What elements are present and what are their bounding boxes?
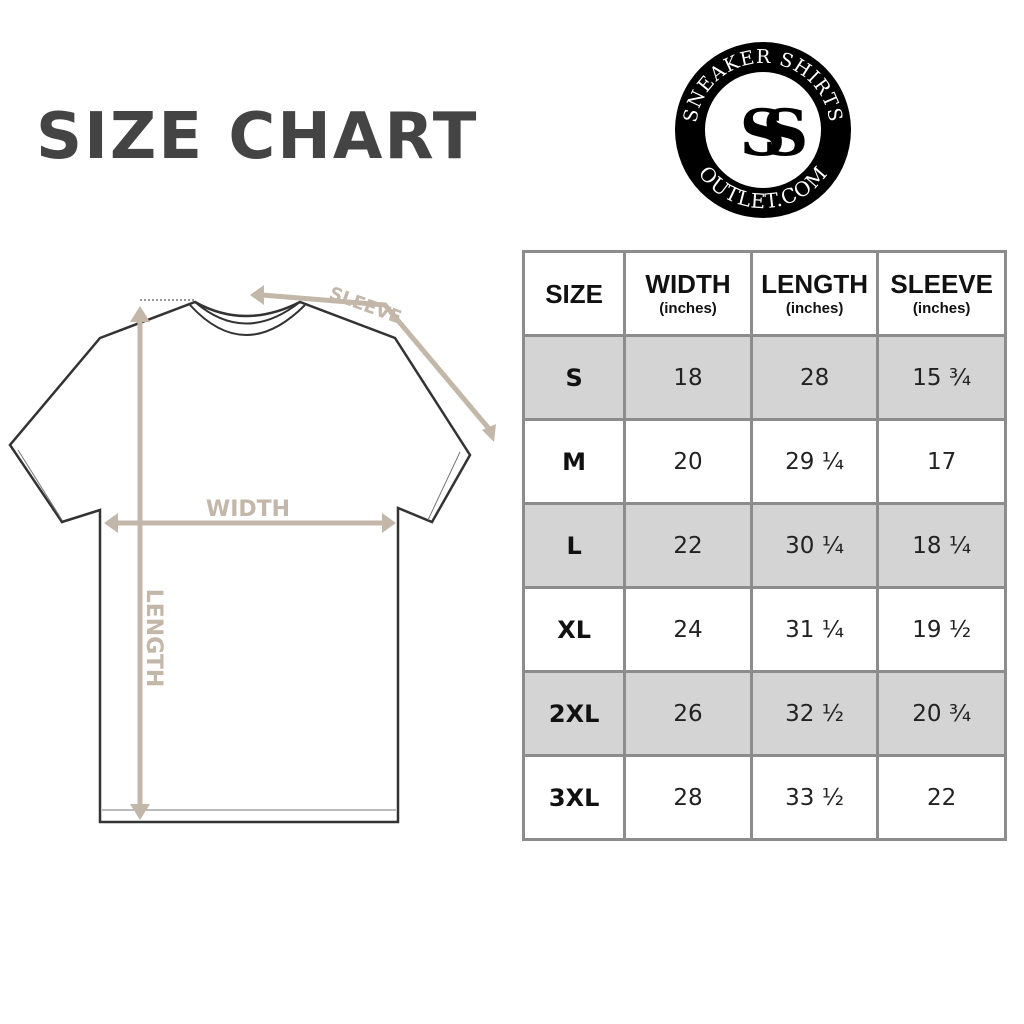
table-row: S 18 28 15 ¾ <box>521 334 1007 421</box>
length-cell: 32 ½ <box>749 670 880 757</box>
table-row: XL 24 31 ¼ 19 ½ <box>521 586 1007 673</box>
header-sleeve: SLEEVE (inches) <box>876 250 1007 337</box>
width-label: WIDTH <box>206 497 290 522</box>
width-cell: 18 <box>623 334 753 421</box>
size-cell: 2XL <box>521 670 627 757</box>
width-cell: 24 <box>623 586 753 673</box>
size-cell: S <box>521 334 627 421</box>
page-title: SIZE CHART <box>36 100 479 174</box>
table-row: 3XL 28 33 ½ 22 <box>521 754 1007 841</box>
sleeve-cell: 15 ¾ <box>876 334 1007 421</box>
table-row: M 20 29 ¼ 17 <box>521 418 1007 505</box>
sleeve-cell: 22 <box>876 754 1007 841</box>
tshirt-diagram: WIDTH SLEEVE LENGTH <box>8 283 496 824</box>
sleeve-arrow <box>261 292 492 432</box>
sleeve-cell: 20 ¾ <box>876 670 1007 757</box>
brand-logo: SNEAKER SHIRTS OUTLET.COM SS <box>675 42 851 218</box>
length-cell: 29 ¼ <box>749 418 880 505</box>
width-cell: 22 <box>623 502 753 589</box>
header-size: SIZE <box>521 250 627 337</box>
table-row: L 22 30 ¼ 18 ¼ <box>521 502 1007 589</box>
width-cell: 20 <box>623 418 753 505</box>
length-cell: 28 <box>749 334 880 421</box>
width-cell: 26 <box>623 670 753 757</box>
header-length: LENGTH (inches) <box>749 250 880 337</box>
size-cell: 3XL <box>521 754 627 841</box>
length-label: LENGTH <box>141 589 166 688</box>
width-cell: 28 <box>623 754 753 841</box>
size-cell: L <box>521 502 627 589</box>
sleeve-cell: 17 <box>876 418 1007 505</box>
table-header-row: SIZE WIDTH (inches) LENGTH (inches) SLEEVE… <box>521 250 1007 337</box>
header-width: WIDTH (inches) <box>623 250 753 337</box>
table-row: 2XL 26 32 ½ 20 ¾ <box>521 670 1007 757</box>
length-cell: 30 ¼ <box>749 502 880 589</box>
length-cell: 33 ½ <box>749 754 880 841</box>
size-cell: M <box>521 418 627 505</box>
length-cell: 31 ¼ <box>749 586 880 673</box>
size-cell: XL <box>521 586 627 673</box>
sleeve-cell: 18 ¼ <box>876 502 1007 589</box>
size-table: SIZE WIDTH (inches) LENGTH (inches) SLEEVE… <box>521 250 1007 841</box>
sleeve-cell: 19 ½ <box>876 586 1007 673</box>
shirt-outline <box>8 300 472 824</box>
